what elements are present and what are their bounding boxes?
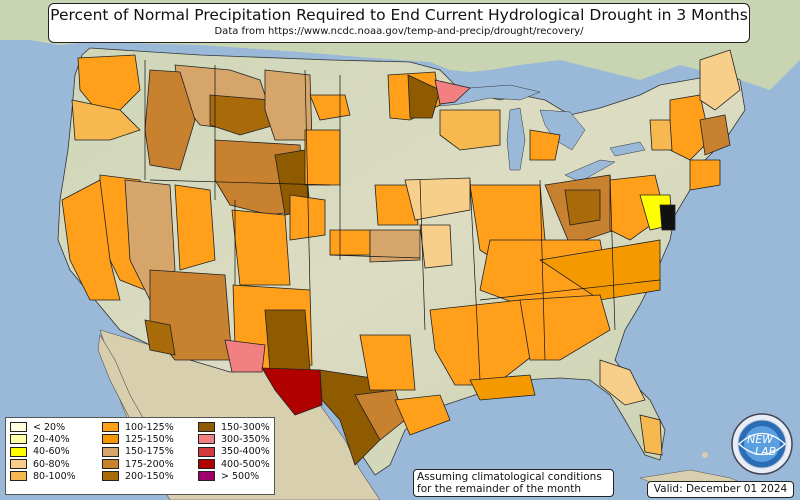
legend-swatch bbox=[10, 434, 27, 445]
legend-swatch bbox=[198, 422, 215, 433]
legend-item: 150-300% bbox=[198, 421, 270, 433]
legend-item: > 500% bbox=[198, 470, 270, 482]
legend-item: 100-125% bbox=[102, 421, 174, 433]
legend-item: 200-150% bbox=[102, 470, 174, 482]
legend-item: 125-150% bbox=[102, 433, 174, 445]
svg-text:LAB: LAB bbox=[755, 445, 776, 458]
legend-swatch bbox=[198, 471, 215, 482]
bahamas-island bbox=[702, 452, 708, 458]
legend-item: 150-175% bbox=[102, 446, 174, 458]
legend-swatch bbox=[10, 446, 27, 457]
legend-item: 80-100% bbox=[10, 470, 76, 482]
legend-item: < 20% bbox=[10, 421, 76, 433]
legend-swatch bbox=[198, 446, 215, 457]
lake-michigan bbox=[506, 107, 526, 171]
map-title: Percent of Normal Precipitation Required… bbox=[50, 6, 748, 24]
title-box: Percent of Normal Precipitation Required… bbox=[48, 3, 750, 43]
lake-ontario bbox=[609, 141, 646, 157]
legend-item: 350-400% bbox=[198, 446, 270, 458]
legend-swatch bbox=[102, 459, 119, 470]
legend-item: 175-200% bbox=[102, 458, 174, 470]
legend-swatch bbox=[198, 434, 215, 445]
valid-date: Valid: December 01 2024 bbox=[647, 481, 794, 498]
lake-erie bbox=[564, 159, 616, 183]
legend-swatch bbox=[10, 471, 27, 482]
map-subtitle: Data from https://www.ncdc.noaa.gov/temp… bbox=[214, 26, 584, 37]
note-line-2: for the remainder of the month bbox=[417, 483, 582, 495]
legend-swatch bbox=[10, 459, 27, 470]
legend-item: 60-80% bbox=[10, 458, 76, 470]
legend-swatch bbox=[198, 459, 215, 470]
lake-huron bbox=[539, 109, 586, 151]
legend-swatch bbox=[10, 422, 27, 433]
svg-text:NEW: NEW bbox=[747, 433, 774, 446]
legend-item: 40-60% bbox=[10, 446, 76, 458]
assumption-note: Assuming climatological conditions for t… bbox=[413, 469, 614, 497]
legend-item: 300-350% bbox=[198, 433, 270, 445]
legend-swatch bbox=[102, 434, 119, 445]
state-lines bbox=[144, 60, 661, 381]
lake-superior bbox=[429, 84, 541, 107]
newlab-logo: NEW LAB bbox=[731, 413, 793, 475]
legend: < 20% 20-40% 40-60% 60-80% 80-100% 100-1… bbox=[5, 417, 275, 495]
legend-swatch bbox=[102, 471, 119, 482]
legend-swatch bbox=[102, 422, 119, 433]
note-line-1: Assuming climatological conditions bbox=[417, 471, 602, 483]
drought-regions bbox=[61, 49, 741, 466]
legend-item: 20-40% bbox=[10, 433, 76, 445]
legend-item: 400-500% bbox=[198, 458, 270, 470]
legend-swatch bbox=[102, 446, 119, 457]
